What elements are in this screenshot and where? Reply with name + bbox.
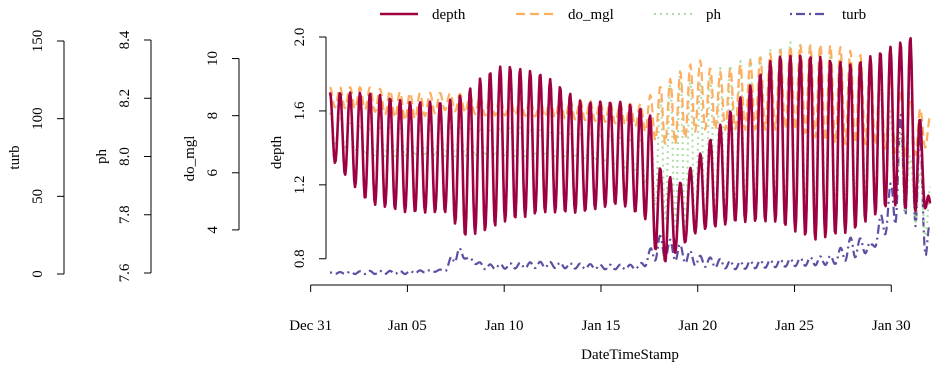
- x-tick-label: Jan 25: [775, 318, 814, 334]
- legend-label-ph: ph: [706, 7, 722, 23]
- axis-title-do_mgl: do_mgl: [182, 136, 198, 182]
- tick-label-depth: 2.0: [292, 28, 308, 47]
- series-line-ph: [329, 41, 931, 238]
- tick-label-depth: 0.8: [292, 249, 308, 268]
- tick-label-ph: 8.4: [117, 30, 133, 49]
- legend-label-depth: depth: [432, 7, 466, 23]
- tick-label-do_mgl: 10: [205, 51, 221, 66]
- x-tick-label: Jan 05: [388, 318, 427, 334]
- tick-label-ph: 8.0: [117, 147, 133, 166]
- tick-label-turb: 50: [30, 189, 46, 204]
- tick-label-ph: 8.2: [117, 89, 133, 108]
- tick-label-turb: 150: [30, 30, 46, 53]
- tick-label-depth: 1.2: [292, 175, 308, 194]
- axis-do_mgl: 4 6 8 10 do_mgl: [182, 51, 240, 234]
- legend-label-turb: turb: [842, 7, 866, 23]
- x-axis: DateTimeStamp Dec 31 Jan 05 Jan 10 Jan 15 Ja…: [289, 284, 911, 363]
- tick-label-do_mgl: 4: [205, 226, 221, 234]
- left-axes: 0 50 100 150 turb 7.6 7.8 8.0 8.2 8.4 ph 4 6 8 10 do_mg…: [7, 28, 327, 282]
- legend-item-do_mgl: do_mgl: [516, 7, 614, 23]
- tick-label-ph: 7.6: [117, 263, 133, 282]
- series-line-turb: [329, 41, 932, 276]
- x-tick-label: Jan 10: [485, 318, 524, 334]
- plot-area: [328, 37, 932, 276]
- tick-label-ph: 7.8: [117, 205, 133, 224]
- legend: depth do_mgl ph turb: [380, 7, 866, 23]
- axis-title-depth: depth: [269, 135, 285, 169]
- x-axis-title: DateTimeStamp: [581, 347, 679, 363]
- axis-title-turb: turb: [7, 145, 23, 169]
- legend-label-do_mgl: do_mgl: [568, 7, 614, 23]
- legend-item-ph: ph: [654, 7, 722, 23]
- series-line-depth: [328, 37, 932, 263]
- axis-depth: 0.8 1.2 1.6 2.0 depth: [269, 28, 327, 268]
- tick-label-depth: 1.6: [292, 101, 308, 120]
- axis-ph: 7.6 7.8 8.0 8.2 8.4 ph: [94, 30, 152, 282]
- legend-item-depth: depth: [380, 7, 466, 23]
- x-tick-label: Dec 31: [289, 318, 332, 334]
- x-tick-label: Jan 20: [678, 318, 717, 334]
- series-line-do_mgl: [329, 43, 932, 157]
- axis-turb: 0 50 100 150 turb: [7, 30, 65, 278]
- tick-label-turb: 0: [30, 270, 46, 278]
- axis-title-ph: ph: [94, 149, 110, 165]
- legend-item-turb: turb: [790, 7, 866, 23]
- x-tick-label: Jan 15: [582, 318, 621, 334]
- tick-label-do_mgl: 6: [205, 169, 221, 177]
- tick-label-turb: 100: [30, 107, 46, 129]
- tick-label-do_mgl: 8: [205, 112, 221, 120]
- x-tick-label: Jan 30: [872, 318, 911, 334]
